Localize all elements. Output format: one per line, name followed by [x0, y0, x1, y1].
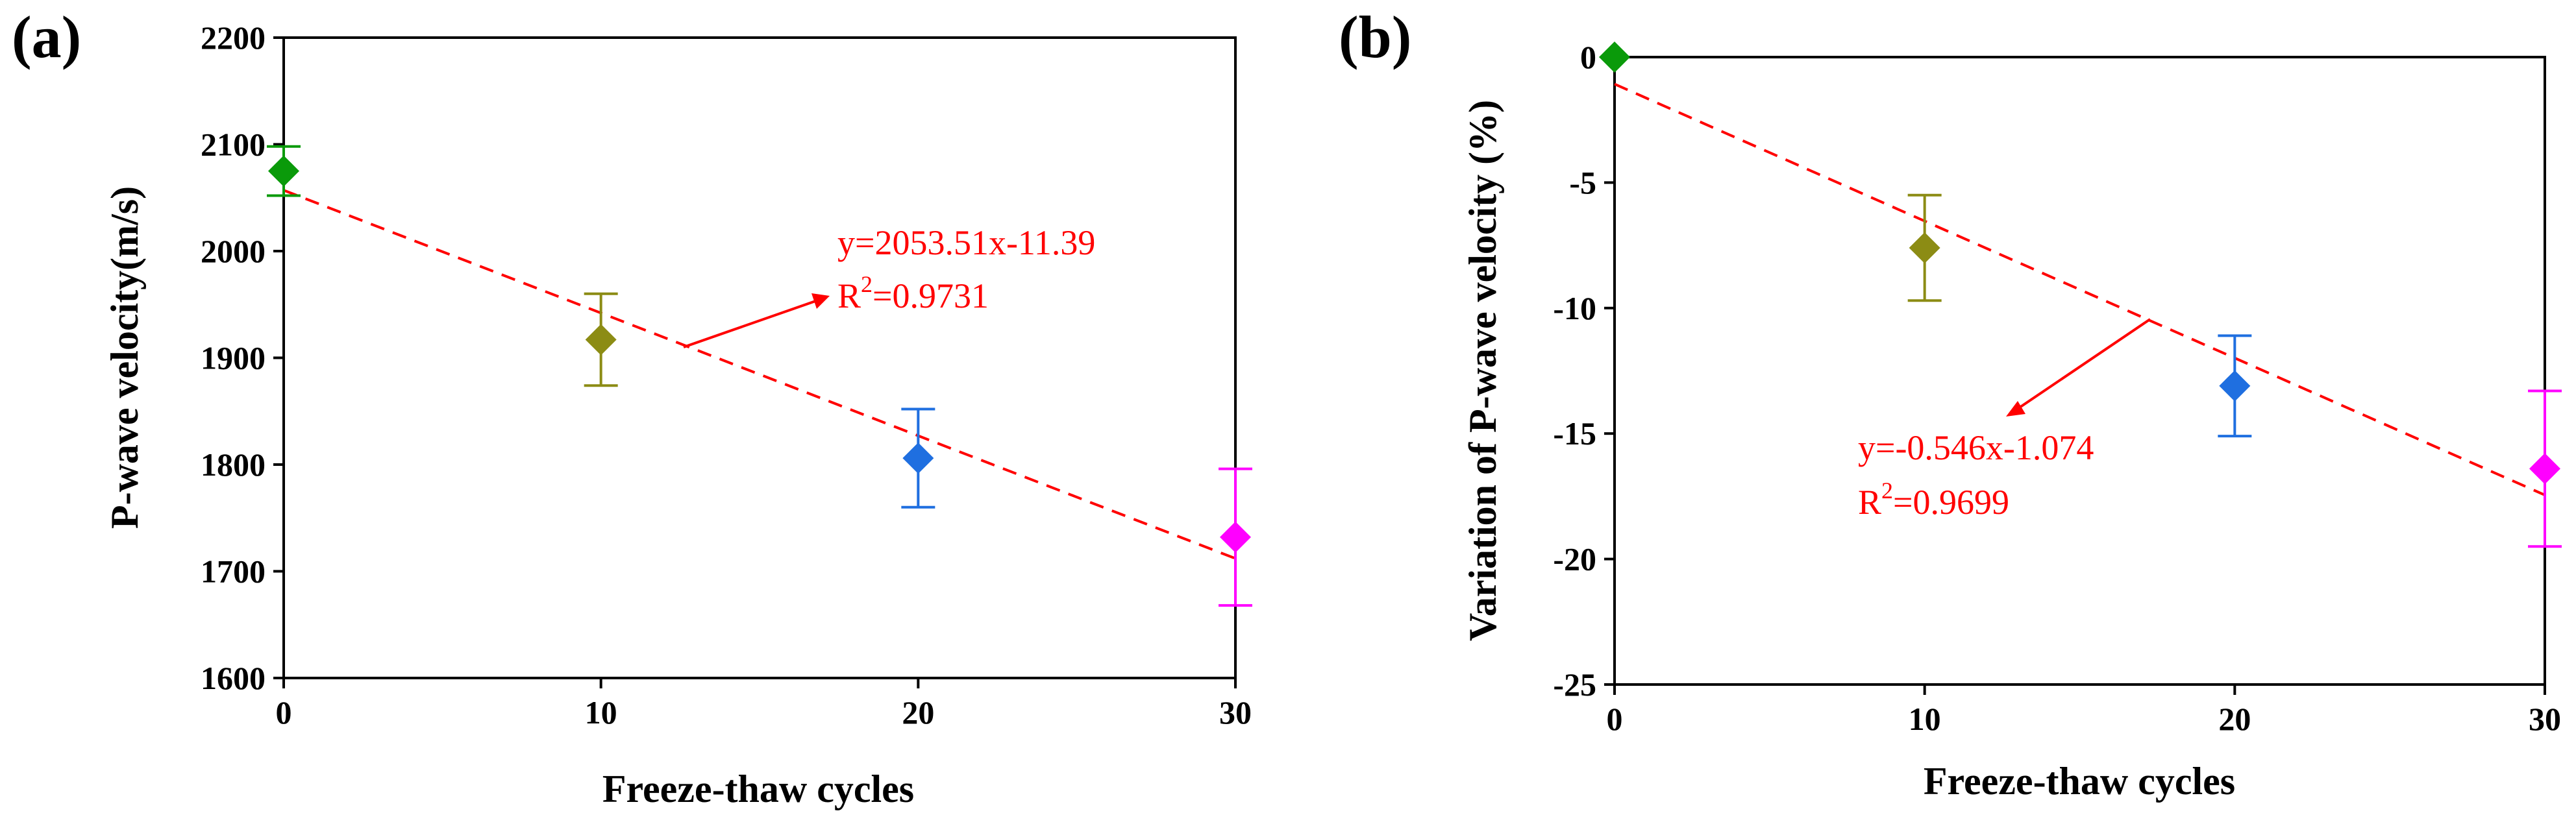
tick-labels-a: 0 10 20 30 1600 1700 1800 1900 2000 2100 2200 [201, 19, 1252, 731]
x-axis-title-b: Freeze-thaw cycles [1924, 760, 2235, 803]
y-tick-label: -25 [1553, 666, 1596, 703]
y-tick-label: 0 [1580, 39, 1596, 75]
data-points-b [1599, 42, 2562, 548]
x-tick-label: 20 [2218, 701, 2251, 737]
fit-equation-a: y=2053.51x-11.39 [837, 223, 1095, 262]
annotation-arrow-a [683, 298, 820, 348]
y-tick-label: 1600 [201, 660, 266, 696]
x-axis-title-a: Freeze-thaw cycles [602, 768, 914, 810]
data-point [267, 145, 301, 197]
diamond-marker [1599, 42, 1630, 73]
x-tick-label: 0 [1607, 701, 1623, 737]
diamond-marker [585, 324, 617, 356]
y-tick-label: 1700 [201, 553, 266, 590]
data-point [1599, 42, 1630, 73]
x-tick-label: 30 [2529, 701, 2561, 737]
diamond-marker [1220, 521, 1251, 553]
panel-label-b: (b) [1339, 4, 1411, 70]
y-axis-title-a: P-wave velocity(m/s) [103, 186, 146, 529]
x-tick-label: 20 [902, 694, 934, 731]
y-tick-label: 2000 [201, 233, 266, 269]
fit-equation-b: y=-0.546x-1.074 [1858, 428, 2094, 467]
panel-b: (b) 0 10 20 30 0 -5 -10 -15 -20 -25 y=-0.546x-1.0… [1339, 4, 2562, 803]
diamond-marker [2529, 453, 2560, 485]
fit-line-b [1614, 82, 2545, 496]
diamond-marker [1909, 232, 1940, 263]
axis-ticks-a [273, 36, 1237, 688]
data-points-a [267, 145, 1252, 607]
plot-frame-b [1613, 56, 2546, 686]
fit-r2-a: R2=0.9731 [837, 271, 989, 315]
annotation-arrow-b [2014, 318, 2151, 411]
y-tick-label: -5 [1569, 164, 1596, 200]
y-tick-label: -20 [1553, 541, 1596, 577]
panel-a: (a) 0 10 20 301600170018001900200021002200 … [12, 4, 1252, 810]
diamond-marker [2219, 370, 2251, 402]
data-point [901, 407, 935, 509]
fit-line-a [283, 189, 1236, 560]
x-tick-label: 10 [585, 694, 617, 731]
y-axis-title-b: Variation of P-wave velocity (%) [1461, 100, 1504, 641]
y-tick-label: 1800 [201, 446, 266, 483]
panel-label-a: (a) [12, 4, 81, 70]
annotation-arrowhead-b [2006, 401, 2025, 417]
tick-labels-b: 0 10 20 30 0 -5 -10 -15 -20 -25 [1553, 39, 2561, 737]
y-tick-label: 2200 [201, 19, 266, 56]
fit-r2-b: R2=0.9699 [1858, 478, 2009, 522]
x-tick-label: 10 [1909, 701, 1941, 737]
data-point [1219, 467, 1252, 607]
annotation-arrowhead-a [811, 293, 830, 309]
data-point [2528, 389, 2562, 548]
axis-ticks-b [1604, 56, 2546, 695]
x-tick-label: 0 [276, 694, 292, 731]
data-point [1907, 193, 1942, 302]
data-point [584, 292, 618, 387]
y-tick-label: 2100 [201, 127, 266, 163]
y-tick-label: -10 [1553, 290, 1596, 326]
x-tick-label: 30 [1219, 694, 1252, 731]
diamond-marker [268, 155, 299, 187]
plot-frame-a [282, 36, 1237, 679]
y-tick-label: -15 [1553, 415, 1596, 452]
y-tick-label: 1900 [201, 340, 266, 376]
diamond-marker [902, 442, 934, 474]
data-point [2218, 334, 2252, 438]
